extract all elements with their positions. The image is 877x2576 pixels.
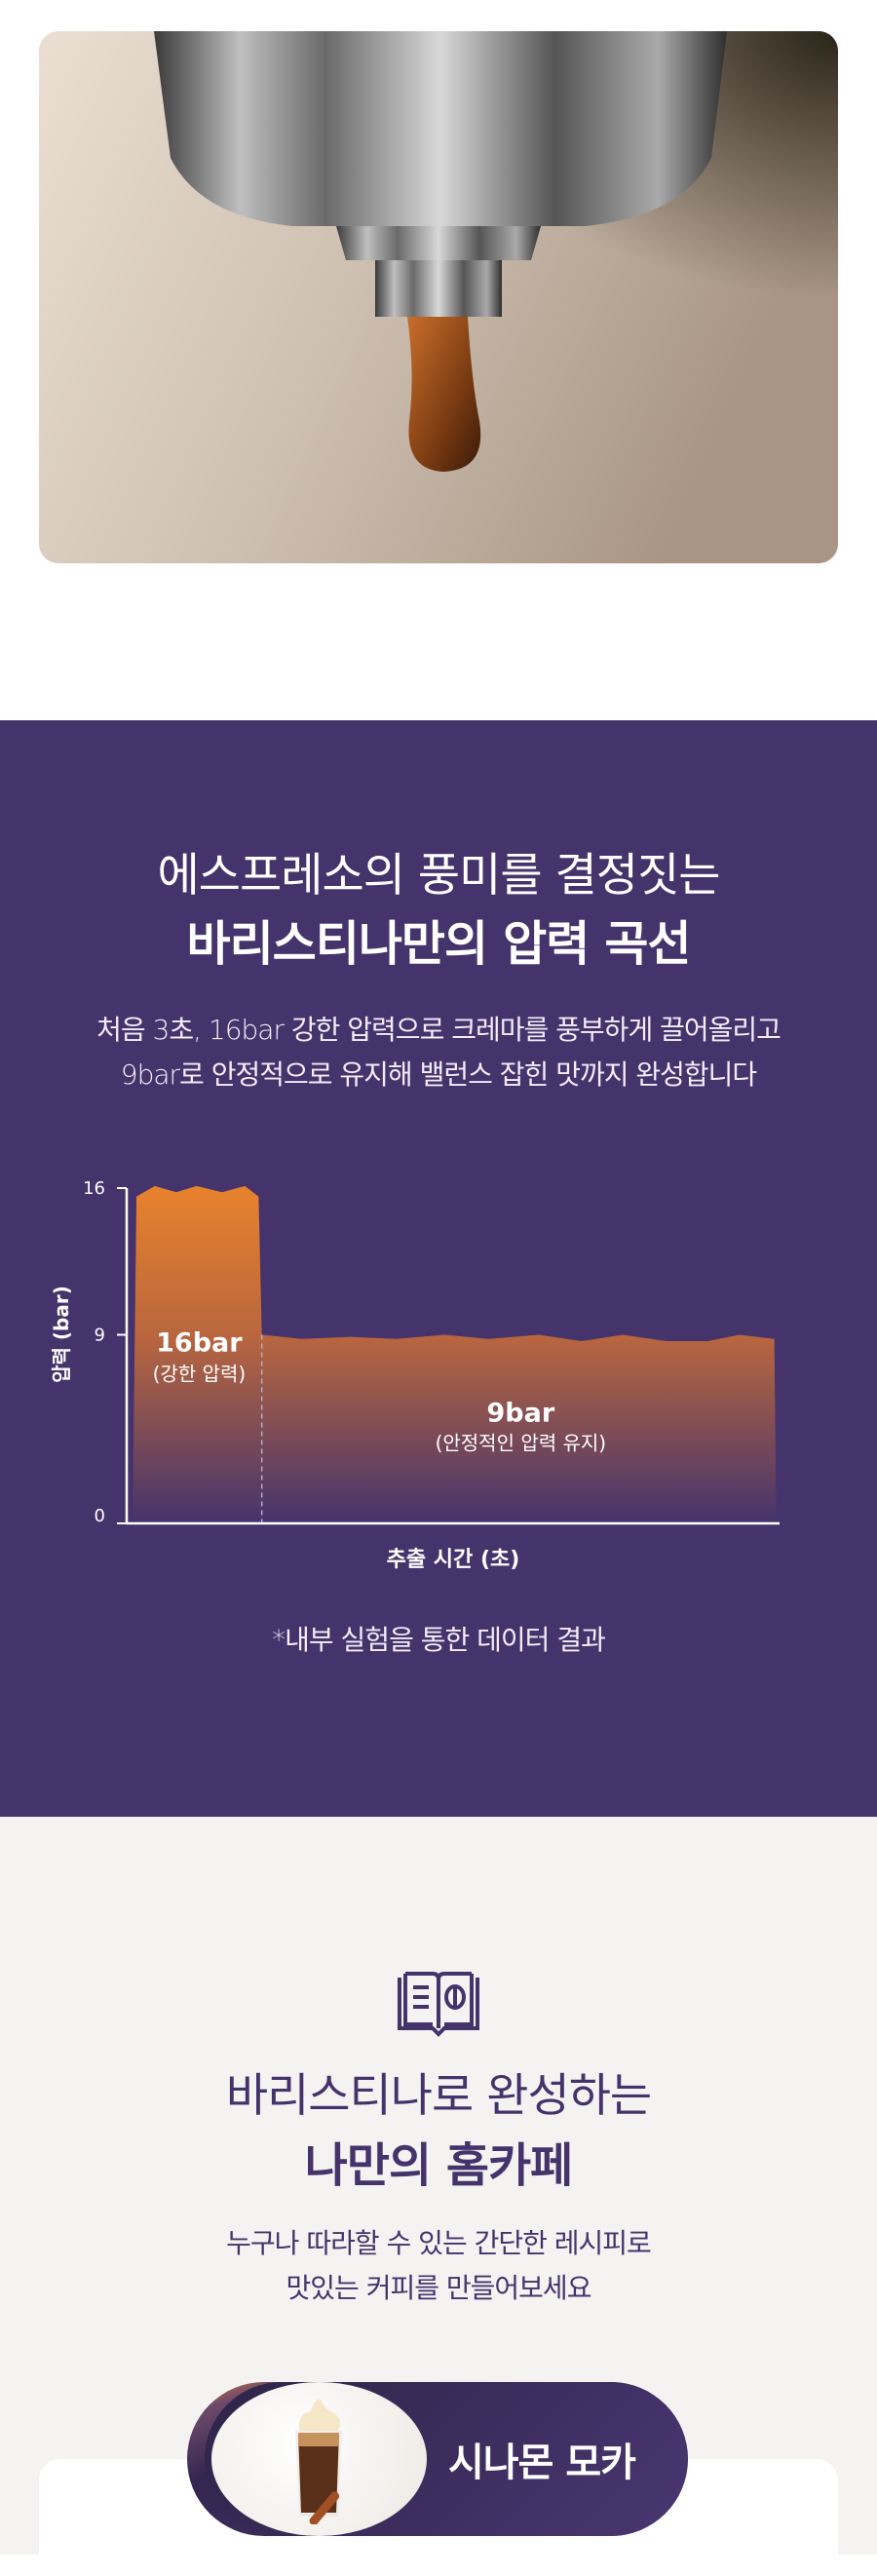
annotation-9bar-sub: (안정적인 압력 유지) — [436, 1432, 607, 1455]
y-axis-label: 압력 (bar) — [50, 1286, 73, 1383]
y-tick-label: 9 — [95, 1326, 105, 1346]
recipe-thumbnail — [211, 2382, 427, 2536]
recipe-title-line2: 나만의 홈카페 — [304, 2138, 574, 2193]
y-tick-label: 16 — [83, 1178, 105, 1199]
recipe-section: 바리스티나로 완성하는 나만의 홈카페 누구나 따라할 수 있는 간단한 레시피… — [0, 1817, 877, 2576]
recipe-desc-line1: 누구나 따라할 수 있는 간단한 레시피로 — [226, 2227, 652, 2259]
description-line2: 9bar로 안정적으로 유지해 밸런스 잡힌 맛까지 완성합니다 — [120, 1058, 757, 1091]
x-axis-label: 추출 시간 (초) — [387, 1548, 520, 1572]
annotation-16bar: 16bar — [156, 1328, 243, 1359]
recipe-book-icon — [398, 1972, 479, 2037]
annotation-9bar: 9bar — [487, 1399, 555, 1429]
pressure-curve-section: 에스프레소의 풍미를 결정짓는 바리스티나만의 압력 곡선 처음 3초, 16b… — [0, 720, 877, 1817]
recipe-description: 누구나 따라할 수 있는 간단한 레시피로 맛있는 커피를 만들어보세요 — [0, 2221, 877, 2311]
description-line1: 처음 3초, 16bar 강한 압력으로 크레마를 풍부하게 끌어올리고 — [96, 1014, 782, 1046]
recipe-tab-cinnamon-mocha[interactable]: 시나몬 모카 — [187, 2382, 688, 2536]
section-title-line1: 에스프레소의 풍미를 결정짓는 — [157, 849, 721, 903]
section-title-line2: 바리스티나만의 압력 곡선 — [186, 916, 692, 972]
section-description: 처음 3초, 16bar 강한 압력으로 크레마를 풍부하게 끌어올리고 9ba… — [0, 1008, 877, 1097]
footnote: *내부 실험을 통한 데이터 결과 — [272, 1624, 606, 1656]
recipe-tab-label: 시나몬 모카 — [448, 2441, 636, 2485]
pressure-area — [133, 1185, 777, 1523]
recipe-title-line1: 바리스티나로 완성하는 — [225, 2069, 652, 2123]
recipe-desc-line2: 맛있는 커피를 만들어보세요 — [286, 2272, 592, 2304]
y-tick-label: 0 — [95, 1506, 105, 1526]
pressure-chart: 0 9 16 16bar (강한 압력) 9bar (안정적인 압력 유지) 추출 … — [50, 1178, 780, 1572]
annotation-16bar-sub: (강한 압력) — [153, 1363, 247, 1386]
espresso-drip-photo — [39, 31, 838, 563]
cinnamon-mocha-drink-icon — [295, 2399, 342, 2524]
